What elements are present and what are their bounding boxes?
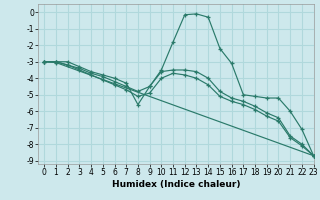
X-axis label: Humidex (Indice chaleur): Humidex (Indice chaleur)	[112, 180, 240, 189]
